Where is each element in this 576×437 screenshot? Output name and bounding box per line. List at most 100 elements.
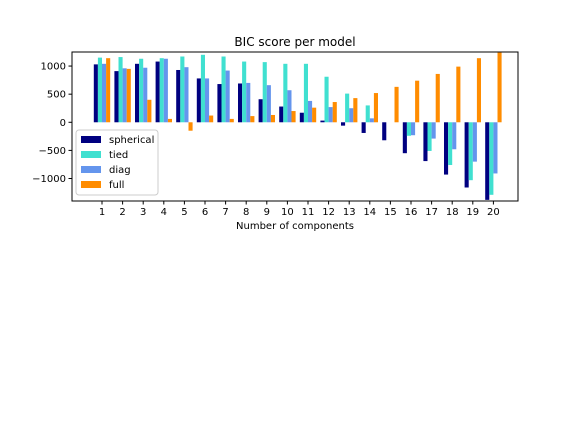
axes-group	[71, 51, 519, 202]
bar-diag-16	[411, 122, 416, 136]
bar-spherical-11	[299, 112, 304, 123]
legend-label-tied: tied	[109, 150, 128, 161]
bar-spherical-19	[464, 122, 469, 188]
bar-full-9	[270, 114, 275, 123]
bar-tied-9	[262, 62, 267, 123]
legend-swatch-full	[81, 181, 101, 188]
bar-full-10	[291, 111, 296, 123]
bar-tied-11	[303, 63, 308, 123]
bar-full-7	[229, 118, 234, 123]
x-tick-label: 3	[140, 207, 146, 218]
bar-tied-8	[242, 61, 247, 123]
x-tick-label: 15	[384, 207, 397, 218]
bar-diag-14	[369, 118, 374, 123]
x-tick-label: 13	[343, 207, 356, 218]
bar-tied-17	[427, 122, 432, 151]
bar-full-16	[415, 80, 420, 123]
bar-spherical-5	[176, 69, 181, 123]
x-tick-label: 8	[243, 207, 249, 218]
bar-diag-8	[246, 82, 251, 123]
x-tick-label: 14	[363, 207, 376, 218]
x-tick-label: 19	[466, 207, 479, 218]
x-tick-label: 4	[161, 207, 167, 218]
y-tick-label: 500	[47, 90, 66, 101]
bar-tied-2	[118, 57, 123, 123]
bar-tied-1	[97, 57, 102, 123]
y-axis-ticks: −1000 −500 0 500 1000	[32, 62, 72, 185]
bar-full-4	[167, 118, 172, 123]
bar-tied-10	[283, 63, 288, 123]
bar-spherical-18	[444, 122, 449, 175]
bar-full-8	[250, 116, 255, 123]
bar-full-1	[106, 58, 111, 123]
bar-full-14	[373, 93, 378, 123]
bar-diag-18	[452, 122, 457, 150]
bar-spherical-6	[196, 78, 201, 123]
bar-spherical-14	[361, 122, 366, 133]
x-tick-label: 11	[302, 207, 315, 218]
x-tick-label: 7	[222, 207, 228, 218]
bar-spherical-20	[485, 122, 490, 200]
bar-diag-1	[102, 63, 107, 123]
legend-swatch-spherical	[81, 136, 101, 143]
bar-tied-16	[406, 122, 411, 136]
x-tick-label: 17	[425, 207, 438, 218]
bar-diag-9	[266, 85, 271, 123]
x-tick-label: 18	[446, 207, 459, 218]
bar-tied-6	[200, 54, 205, 123]
bar-tied-19	[468, 122, 473, 181]
legend-swatch-tied	[81, 151, 101, 158]
plot-frame	[71, 51, 519, 202]
x-tick-label: 5	[181, 207, 187, 218]
bar-spherical-2	[114, 71, 119, 123]
bar-tied-4	[159, 58, 164, 123]
bar-full-12	[332, 102, 337, 123]
bar-spherical-1	[93, 64, 98, 123]
bar-full-2	[126, 68, 131, 123]
x-tick-label: 20	[487, 207, 500, 218]
bar-tied-12	[324, 76, 329, 123]
x-tick-label: 6	[202, 207, 208, 218]
y-tick-label: 0	[60, 118, 66, 129]
bar-tied-14	[365, 105, 370, 123]
bar-spherical-13	[341, 122, 346, 126]
bar-tied-5	[180, 56, 185, 123]
bar-full-5	[188, 122, 193, 131]
bar-spherical-10	[279, 106, 284, 123]
bar-spherical-4	[155, 61, 160, 123]
chart-title: BIC score per model	[234, 35, 355, 49]
bar-tied-3	[139, 58, 144, 123]
bar-diag-7	[225, 70, 230, 123]
x-tick-label: 1	[99, 207, 105, 218]
legend-label-spherical: spherical	[109, 135, 154, 146]
bar-diag-3	[143, 67, 148, 123]
bar-spherical-15	[382, 122, 387, 141]
bar-full-15	[394, 86, 399, 123]
x-tick-label: 9	[264, 207, 270, 218]
bar-diag-6	[205, 78, 210, 123]
bar-diag-19	[472, 122, 477, 162]
bar-diag-2	[122, 68, 127, 123]
bar-full-6	[209, 115, 214, 123]
x-axis-ticks: 1 2 3 4 5 6 7 8 9 10 11 12 13 14 15 16 17 18 19 20	[99, 201, 500, 218]
bar-spherical-3	[135, 63, 140, 123]
legend-label-full: full	[109, 180, 124, 191]
bar-spherical-16	[402, 122, 407, 154]
bar-tied-7	[221, 56, 226, 123]
bars-group	[93, 52, 502, 200]
y-tick-label: 1000	[41, 62, 66, 73]
y-tick-label: −500	[39, 146, 66, 157]
bar-full-3	[147, 99, 152, 123]
bar-tied-20	[489, 122, 494, 195]
bar-full-18	[456, 66, 461, 123]
legend-box	[75, 129, 159, 196]
bar-full-13	[353, 98, 358, 123]
bar-full-17	[435, 73, 440, 123]
bar-spherical-8	[238, 83, 243, 123]
y-tick-label: −1000	[32, 174, 66, 185]
bar-full-19	[476, 58, 481, 123]
bar-tied-18	[448, 122, 453, 166]
bar-spherical-9	[258, 99, 263, 123]
